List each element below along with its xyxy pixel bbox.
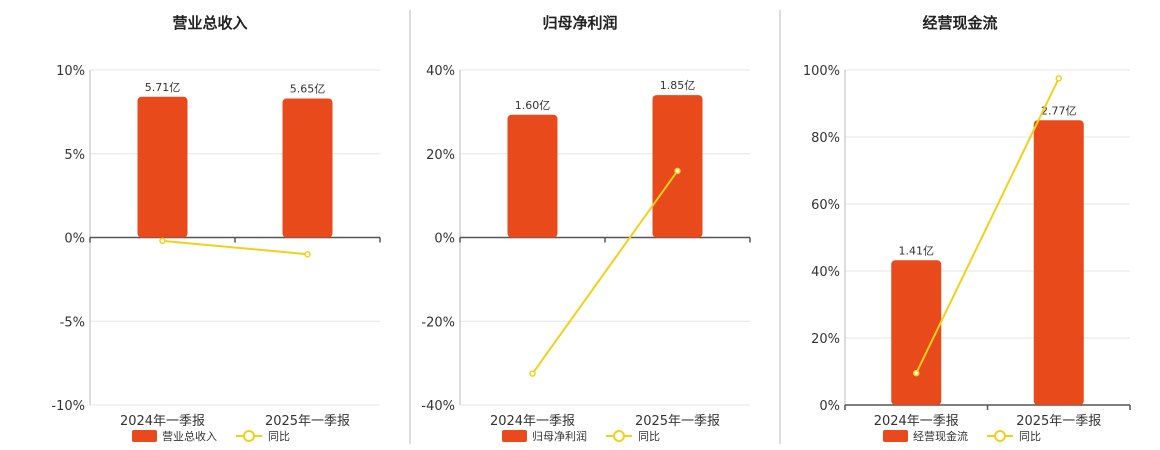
bar	[282, 98, 333, 238]
bar-data-label: 5.65亿	[290, 82, 326, 95]
legend-line-marker	[613, 430, 625, 442]
bar	[652, 95, 703, 238]
y-tick-label: -20%	[421, 315, 455, 330]
legend-bar-swatch	[502, 430, 527, 442]
bar-data-label: 1.60亿	[515, 99, 551, 112]
bar	[891, 260, 942, 405]
legend-bar-label: 经营现金流	[913, 429, 968, 443]
bar-data-label: 1.85亿	[660, 79, 696, 92]
y-tick-label: 100%	[803, 64, 840, 79]
legend-line-label: 同比	[268, 430, 290, 443]
yoy-point	[1055, 75, 1062, 82]
bar	[1033, 120, 1084, 405]
legend-bar-swatch	[883, 430, 908, 442]
y-tick-label: 40%	[426, 64, 455, 79]
y-tick-label: -10%	[51, 399, 85, 414]
legend-line-marker	[994, 430, 1006, 442]
bar	[137, 96, 188, 238]
chart-title: 归母净利润	[542, 14, 617, 32]
bar	[507, 114, 558, 238]
chart-title: 营业总收入	[172, 14, 247, 32]
y-tick-label: 0%	[819, 399, 840, 414]
y-tick-label: 10%	[56, 64, 85, 79]
bar-data-label: 2.77亿	[1041, 104, 1077, 117]
bar-data-label: 1.41亿	[899, 244, 935, 257]
yoy-point	[674, 167, 681, 175]
y-tick-label: 60%	[811, 198, 840, 213]
y-tick-label: -5%	[60, 315, 85, 330]
y-tick-label: 40%	[811, 265, 840, 280]
yoy-line	[162, 239, 308, 256]
legend-line-marker	[243, 430, 255, 442]
bar-data-label: 5.71亿	[145, 81, 181, 94]
category-label: 2025年一季报	[635, 414, 720, 429]
legend-line-label: 同比	[638, 430, 660, 443]
legend-bar-label: 营业总收入	[162, 429, 217, 443]
legend-bar-swatch	[132, 430, 157, 442]
yoy-line	[915, 77, 1060, 374]
category-label: 2024年一季报	[120, 414, 205, 429]
yoy-point	[159, 237, 166, 245]
y-tick-label: 5%	[64, 148, 85, 163]
y-tick-label: 80%	[811, 131, 840, 146]
y-tick-label: 0%	[64, 232, 85, 247]
yoy-point	[304, 251, 311, 258]
legend-bar-label: 归母净利润	[532, 429, 587, 443]
yoy-point	[913, 369, 920, 377]
legend-line-label: 同比	[1019, 430, 1041, 443]
category-label: 2024年一季报	[490, 414, 575, 429]
category-label: 2024年一季报	[874, 414, 959, 429]
y-tick-label: 20%	[811, 332, 840, 347]
category-label: 2025年一季报	[265, 414, 350, 429]
category-label: 2025年一季报	[1016, 414, 1101, 429]
yoy-point	[529, 370, 536, 377]
y-tick-label: 20%	[426, 148, 455, 163]
yoy-line	[531, 170, 679, 375]
y-tick-label: -40%	[421, 399, 455, 414]
chart-title: 经营现金流	[922, 14, 997, 32]
y-tick-label: 0%	[434, 232, 455, 247]
